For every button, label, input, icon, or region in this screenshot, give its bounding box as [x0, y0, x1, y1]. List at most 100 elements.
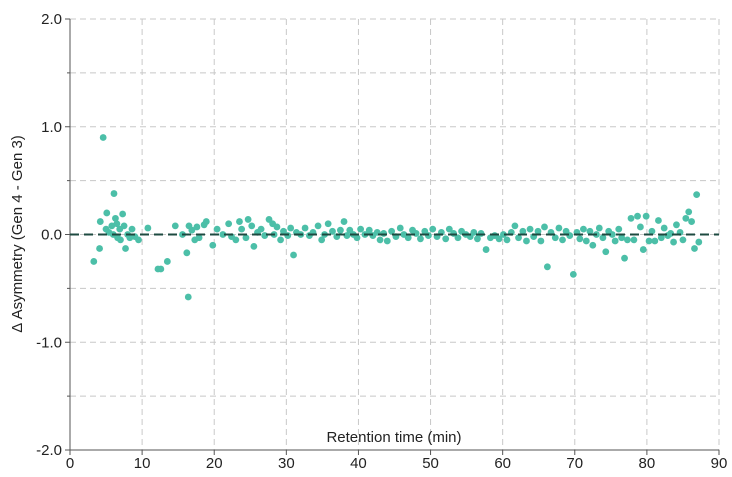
data-point — [195, 234, 203, 242]
data-point — [213, 225, 221, 233]
data-point — [314, 222, 322, 230]
data-point — [329, 227, 336, 235]
data-point — [569, 270, 577, 278]
data-point — [673, 221, 680, 229]
data-point — [340, 218, 348, 225]
data-point — [470, 228, 478, 236]
points-layer — [90, 134, 703, 301]
data-point — [343, 232, 351, 239]
data-point — [599, 234, 607, 242]
data-point — [380, 230, 388, 237]
x-tick-label: 50 — [422, 455, 439, 472]
data-point — [209, 241, 217, 249]
x-tick-label: 70 — [566, 455, 583, 472]
data-point — [645, 237, 653, 245]
data-point — [365, 226, 373, 234]
x-tick-label: 20 — [206, 455, 223, 472]
data-point — [519, 227, 527, 235]
y-axis-title: Δ Asymmetry (Gen 4 - Gen 3) — [9, 135, 26, 333]
x-tick-label: 10 — [134, 455, 151, 472]
data-point — [287, 224, 295, 232]
data-point — [238, 225, 246, 233]
data-point — [119, 210, 127, 218]
data-point — [534, 227, 542, 235]
x-tick-label: 0 — [66, 455, 74, 472]
data-point — [99, 134, 107, 141]
data-point — [559, 236, 566, 244]
data-point — [611, 237, 619, 245]
data-point — [412, 230, 420, 237]
data-point — [655, 217, 662, 224]
data-point — [188, 226, 196, 234]
data-point — [576, 235, 584, 243]
data-point — [337, 226, 344, 234]
data-point — [261, 232, 269, 239]
data-point — [515, 234, 522, 242]
x-tick-label: 90 — [711, 455, 728, 472]
data-point — [219, 231, 227, 238]
data-point — [193, 223, 201, 231]
data-point — [615, 225, 623, 233]
data-point — [183, 249, 191, 257]
data-point — [511, 222, 519, 230]
data-point — [424, 232, 432, 239]
data-point — [627, 214, 635, 222]
data-point — [96, 245, 103, 252]
data-point — [120, 222, 128, 230]
data-point — [442, 235, 450, 243]
data-point — [429, 225, 437, 233]
data-point — [225, 220, 233, 228]
data-point — [523, 237, 530, 245]
data-point — [171, 222, 179, 230]
data-point — [284, 232, 292, 239]
data-point — [582, 237, 590, 245]
data-point — [157, 265, 165, 273]
data-point — [667, 230, 675, 237]
data-point — [96, 218, 104, 225]
data-point — [642, 212, 650, 220]
data-point — [660, 224, 668, 232]
data-point — [117, 236, 124, 244]
data-point — [128, 225, 136, 233]
data-point — [244, 216, 252, 223]
x-tick-label: 80 — [639, 455, 656, 472]
data-point — [250, 242, 258, 250]
data-point — [280, 227, 287, 235]
data-point — [445, 225, 453, 233]
data-point — [277, 236, 284, 244]
y-tick-label: -2.0 — [36, 442, 62, 459]
data-point — [566, 232, 574, 239]
data-point — [404, 234, 412, 242]
y-tick-label: -1.0 — [36, 334, 62, 351]
data-point — [273, 223, 281, 231]
data-point — [290, 251, 297, 259]
labels-layer: 0 10 20 30 40 50 60 70 80 90 2.0 1.0 0.0 -1.0 -2.0 — [36, 11, 727, 472]
data-point — [657, 234, 665, 242]
data-point — [324, 220, 332, 228]
data-point — [691, 245, 698, 252]
data-point — [184, 293, 192, 301]
data-point — [503, 236, 511, 244]
x-tick-label: 60 — [494, 455, 511, 472]
data-point — [388, 227, 396, 235]
data-point — [396, 224, 404, 232]
data-point — [135, 236, 142, 244]
data-point — [636, 223, 644, 231]
x-axis-title: Retention time (min) — [326, 429, 461, 446]
data-point — [537, 237, 545, 245]
data-point — [688, 218, 695, 225]
data-point — [103, 209, 111, 217]
data-point — [383, 237, 391, 245]
data-point — [621, 254, 628, 262]
data-point — [110, 190, 118, 197]
data-point — [232, 236, 240, 244]
data-point — [477, 230, 485, 237]
y-tick-label: 0.0 — [41, 227, 62, 244]
data-point — [122, 245, 129, 252]
data-point — [589, 241, 597, 249]
data-point — [112, 214, 119, 222]
data-point — [679, 236, 687, 244]
x-tick-label: 40 — [350, 455, 367, 472]
